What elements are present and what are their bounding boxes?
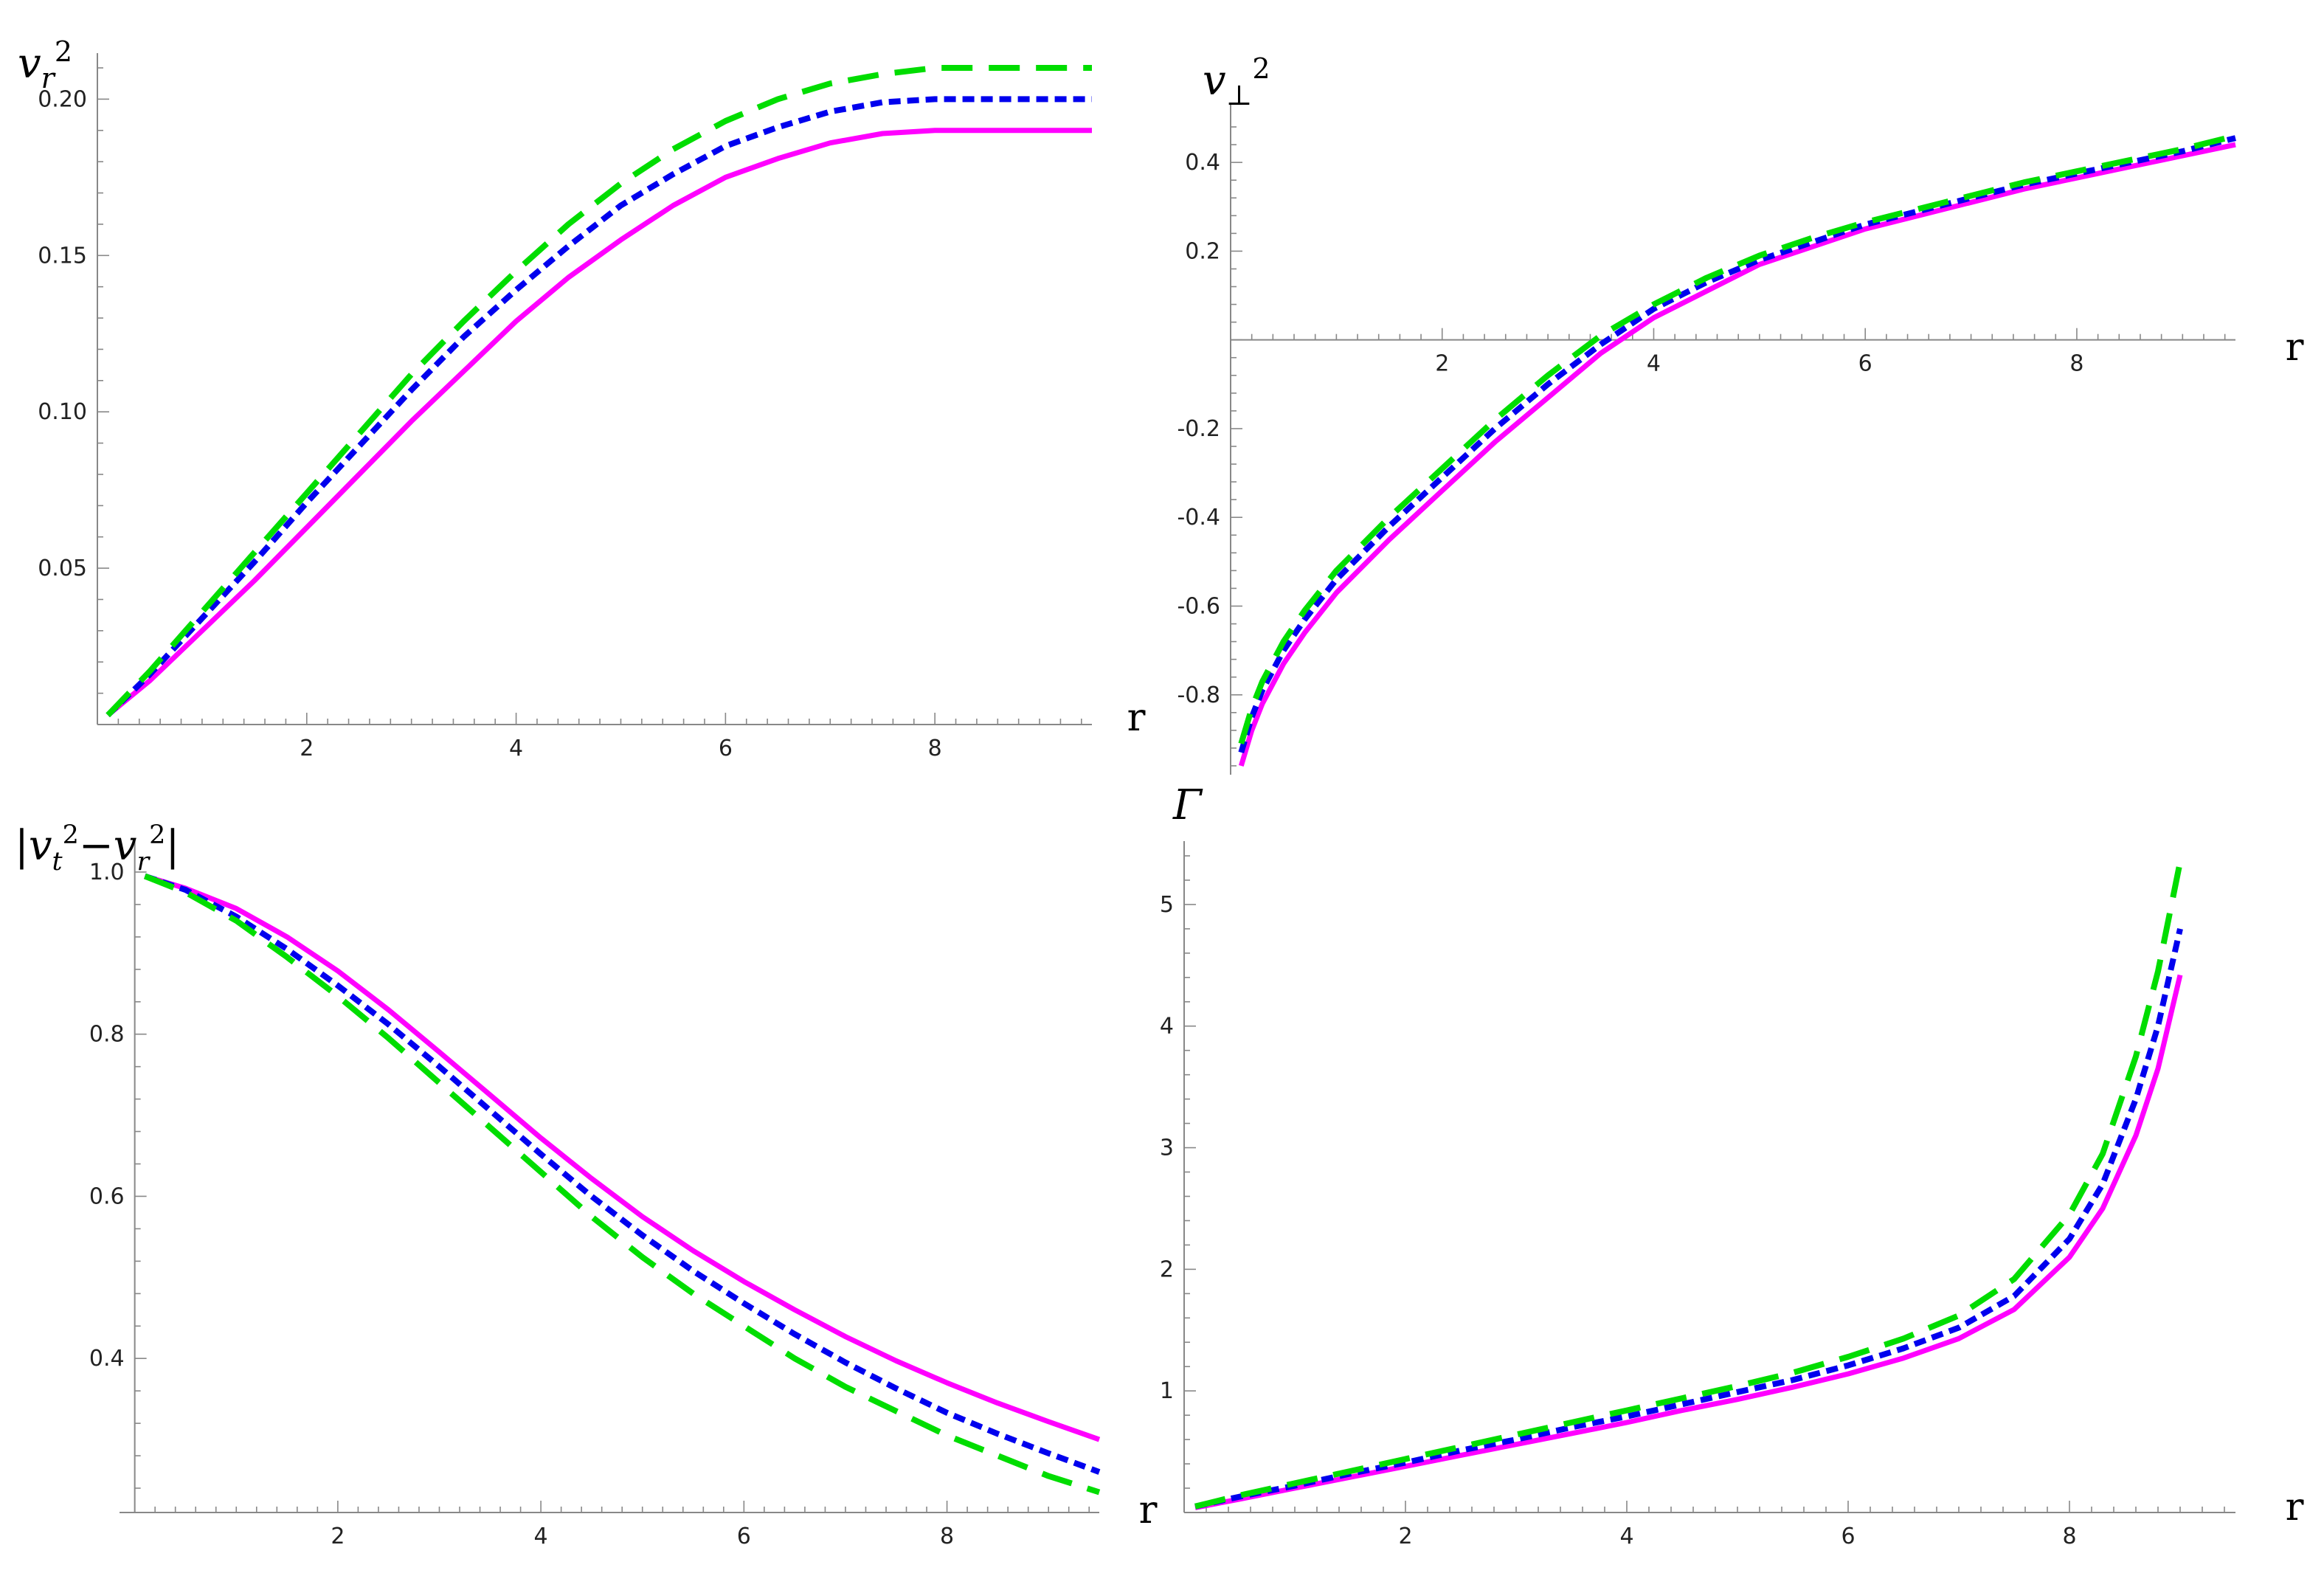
y-tick-label: 0.15 [38, 243, 87, 269]
x-tick-label: 4 [1619, 1524, 1633, 1549]
x-axis-title-left: r [1139, 1488, 1158, 1532]
y-tick-label: 1 [1160, 1378, 1174, 1404]
x-tick-label: 8 [940, 1524, 954, 1549]
y-axis-title: |vt2−vr2| [15, 820, 179, 877]
series-line-solid [1194, 974, 2183, 1510]
x-tick-label: 4 [509, 736, 523, 761]
y-tick-label: 0.20 [38, 86, 87, 112]
y-tick-label: 3 [1160, 1135, 1174, 1161]
x-tick-label: 2 [300, 736, 314, 761]
x-tick-label: 6 [1858, 351, 1872, 377]
y-tick-label: -0.6 [1177, 593, 1220, 619]
y-tick-label: 4 [1160, 1014, 1174, 1040]
series-line-short-dash [1194, 928, 2183, 1510]
x-tick-label: 4 [534, 1524, 548, 1549]
x-tick-label: 2 [1398, 1524, 1412, 1549]
y-axis-title: vr2 [18, 35, 72, 94]
y-tick-label: 0.2 [1185, 238, 1220, 264]
panel-adiabatic-index: 2 4 6 8 1 2 3 4 5 Γr r [1139, 781, 2304, 1549]
x-tick-label: 6 [719, 736, 733, 761]
y-tick-label: 0.4 [1185, 150, 1220, 176]
y-tick-label: -0.2 [1177, 416, 1220, 442]
panel-speed-difference: 2 4 6 8 0.4 0.6 0.8 1.0|vt2−vr2| [15, 820, 1101, 1549]
y-tick-label: -0.4 [1177, 505, 1220, 530]
y-axis-title: Γ [1172, 781, 1203, 829]
x-axis-title: r [2286, 325, 2304, 370]
series-line-solid [1238, 142, 2236, 767]
series-line-short-dash [1238, 135, 2236, 754]
y-tick-label: 0.4 [89, 1346, 125, 1372]
y-tick-label: 0.6 [89, 1183, 125, 1209]
series-line-long-dash [106, 65, 1092, 718]
y-axis-title: v⊥2 [1203, 52, 1270, 111]
series-line-long-dash [1238, 133, 2236, 745]
y-tick-label: 5 [1160, 892, 1174, 918]
series-line-solid [106, 128, 1092, 718]
series-line-short-dash [106, 96, 1092, 718]
x-axis-title: r [1127, 696, 1146, 740]
series-line-solid [144, 874, 1101, 1442]
x-tick-label: 4 [1647, 351, 1661, 377]
y-tick-label: -0.8 [1177, 682, 1220, 708]
series-line-long-dash [143, 873, 1101, 1496]
x-axis-title: r [2286, 1485, 2304, 1529]
x-tick-label: 6 [1841, 1524, 1855, 1549]
panel-tangential-speed: 2 4 6 8 -0.8 -0.6 -0.4 -0.2 0.2 0.4 v⊥2 r [1177, 52, 2304, 775]
x-tick-label: 8 [2069, 351, 2083, 377]
x-tick-label: 6 [737, 1524, 751, 1549]
x-tick-label: 2 [1435, 351, 1449, 377]
x-tick-label: 8 [2062, 1524, 2076, 1549]
y-tick-label: 0.8 [89, 1022, 125, 1048]
series-line-short-dash [144, 873, 1101, 1475]
y-tick-label: 1.0 [89, 860, 125, 885]
x-tick-label: 8 [928, 736, 942, 761]
y-tick-label: 0.10 [38, 399, 87, 425]
y-tick-label: 2 [1160, 1256, 1174, 1282]
y-tick-label: 0.05 [38, 556, 87, 581]
x-tick-label: 2 [331, 1524, 345, 1549]
